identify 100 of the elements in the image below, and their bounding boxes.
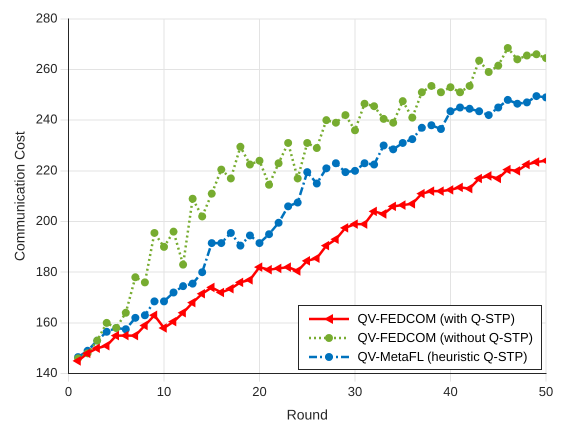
point [140,278,149,286]
point [312,180,321,188]
point [388,202,396,212]
point [322,116,330,124]
point [456,104,464,112]
point [530,157,540,167]
point [427,121,436,130]
point [341,168,350,176]
point [475,107,484,116]
point [494,104,502,112]
x-tick-label: 0 [64,384,72,399]
point [102,328,111,336]
legend-label: QV-FEDCOM (without Q-STP) [357,329,533,347]
point [483,171,492,181]
point [341,111,350,120]
point [187,298,196,308]
point [264,264,272,274]
point [350,166,359,175]
point [389,118,398,127]
x-axis-title: Round [286,406,328,422]
point [398,138,407,147]
point [380,114,388,123]
point [466,82,474,90]
point [416,188,425,198]
point [179,260,188,269]
point [170,288,178,297]
point [418,124,426,132]
point [504,96,512,104]
point [170,228,178,236]
point [122,308,130,317]
point [294,198,302,207]
point [320,240,330,250]
point [426,186,434,196]
point [370,160,378,169]
point [302,256,310,266]
y-tick-label: 180 [36,264,58,279]
point [139,320,148,330]
point [522,98,531,106]
point [350,126,359,134]
point [418,88,426,96]
point [332,159,340,168]
point [246,160,254,169]
point [110,330,119,340]
point [513,100,522,108]
point [349,219,358,229]
point [322,164,330,172]
point [188,194,197,203]
y-tick-label: 240 [36,112,58,127]
point [484,68,493,76]
point [494,62,502,70]
point [226,174,235,182]
point [284,138,292,147]
point [340,223,348,233]
point [236,142,244,151]
point [532,50,540,58]
point [244,275,253,285]
point [378,209,386,219]
point [292,266,300,276]
point [168,316,176,326]
point [512,166,520,176]
point [380,142,388,150]
point [226,228,235,237]
point [148,310,158,320]
y-tick-label: 220 [36,162,58,178]
point [521,160,530,170]
point [294,174,302,182]
x-tick-label: 50 [538,384,554,399]
point [389,145,398,154]
point [303,168,312,176]
point [196,289,205,299]
point [178,308,186,318]
point [397,200,406,210]
point [217,239,226,248]
point [217,166,226,174]
y-tick-label: 280 [36,10,58,26]
point [484,111,493,120]
point [188,280,197,288]
point [255,239,264,248]
point [532,92,540,100]
point [427,82,436,90]
point [446,83,454,92]
y-tick-label: 160 [36,314,58,330]
point [408,135,416,144]
point [370,102,378,110]
point [273,264,282,274]
point [466,104,474,113]
point [446,107,454,116]
point [150,228,158,237]
point [522,52,531,60]
point [360,159,369,168]
point [140,311,149,320]
point [406,199,416,209]
point [274,218,283,227]
point [225,284,234,294]
point [359,219,368,229]
point [504,44,512,52]
point [492,174,501,184]
point [246,231,254,240]
point [92,343,100,354]
point [312,144,321,152]
